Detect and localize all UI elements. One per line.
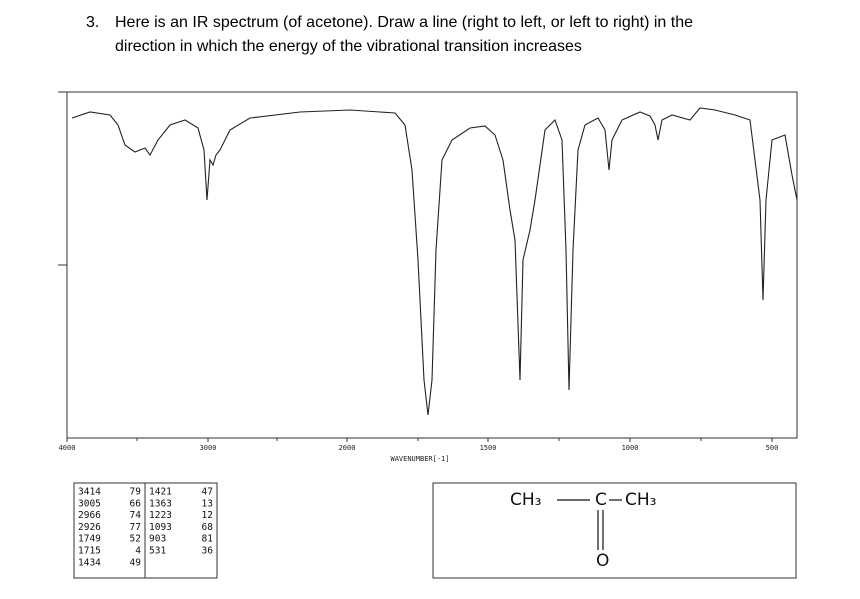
peak-cell: 903 [149,534,166,545]
peak-cell: 2966 [78,510,101,521]
x-tick-label: 500 [766,444,779,452]
peak-cell: 81 [202,534,214,545]
structure-frame [432,482,797,579]
peak-cell: 68 [202,522,214,533]
atom: C [595,490,607,510]
peak-cell: 79 [130,487,142,498]
peak-cell: 1749 [78,534,101,545]
peak-cell: 36 [202,546,214,557]
plot-frame [66,91,798,439]
peak-cell: 12 [202,510,213,521]
x-ticks [66,438,773,442]
x-tick-label: 3000 [200,444,217,452]
x-axis-title: WAVENUMBER[-1] [390,455,449,463]
peak-cell: 1093 [149,522,172,533]
x-tick-label: 1500 [480,444,497,452]
peak-table: 3414 79 3005 66 2966 74 2926 77 1749 52 1715 4 1434 4… [78,487,213,569]
peak-cell: 1421 [149,487,172,498]
peak-cell: 3005 [78,498,101,509]
peak-cell: 49 [130,557,142,568]
peak-cell: 66 [130,498,142,509]
question-line: direction in which the energy of the vib… [115,38,582,55]
x-tick-label: 1000 [622,444,639,452]
peak-cell: 531 [149,546,166,557]
atom: O [596,551,609,571]
peak-cell: 1434 [78,557,101,568]
peak-cell: 3414 [78,487,101,498]
peak-cell: 13 [202,498,213,509]
peak-cell: 74 [130,510,142,521]
peak-cell: 52 [130,534,141,545]
peak-cell: 1715 [78,546,101,557]
peak-cell: 1223 [149,510,172,521]
peak-cell: 77 [130,522,141,533]
question-line: Here is an IR spectrum (of acetone). Dra… [115,14,694,31]
spectrum-curve [71,107,798,416]
atom: CH₃ [510,490,541,510]
peak-cell: 2926 [78,522,101,533]
atom: CH₃ [625,490,656,510]
x-tick-label: 2000 [339,444,356,452]
peak-cell: 1363 [149,498,172,509]
peak-cell: 4 [135,546,141,557]
peak-cell: 47 [202,487,213,498]
x-tick-label: 4000 [59,444,76,452]
question-number: 3. [86,14,100,31]
